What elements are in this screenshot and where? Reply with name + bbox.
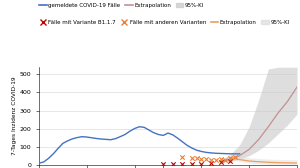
Point <box>190 163 194 165</box>
Point <box>228 159 232 162</box>
Point <box>180 163 185 165</box>
Point <box>194 157 199 159</box>
Point <box>199 157 204 160</box>
Legend: gemeldete COVID-19 Fälle, Extrapolation, 95%-KI: gemeldete COVID-19 Fälle, Extrapolation,… <box>39 3 204 8</box>
Point <box>190 156 194 159</box>
Point <box>228 157 232 159</box>
Point <box>232 156 237 159</box>
Y-axis label: 7-Tages Inzidenz COVID-19: 7-Tages Inzidenz COVID-19 <box>12 77 17 155</box>
Point <box>218 157 223 160</box>
Point <box>161 163 166 165</box>
Point <box>208 158 213 161</box>
Point <box>199 162 204 165</box>
Point <box>213 159 218 161</box>
Point <box>170 163 175 165</box>
Point <box>218 161 223 163</box>
Point <box>223 158 228 161</box>
Legend: Fälle mit Variante B1.1.7, Fälle mit anderen Varianten, Extrapolation, 95%-KI: Fälle mit Variante B1.1.7, Fälle mit and… <box>39 20 290 25</box>
Point <box>180 156 185 158</box>
Point <box>204 158 208 161</box>
Point <box>208 161 213 164</box>
